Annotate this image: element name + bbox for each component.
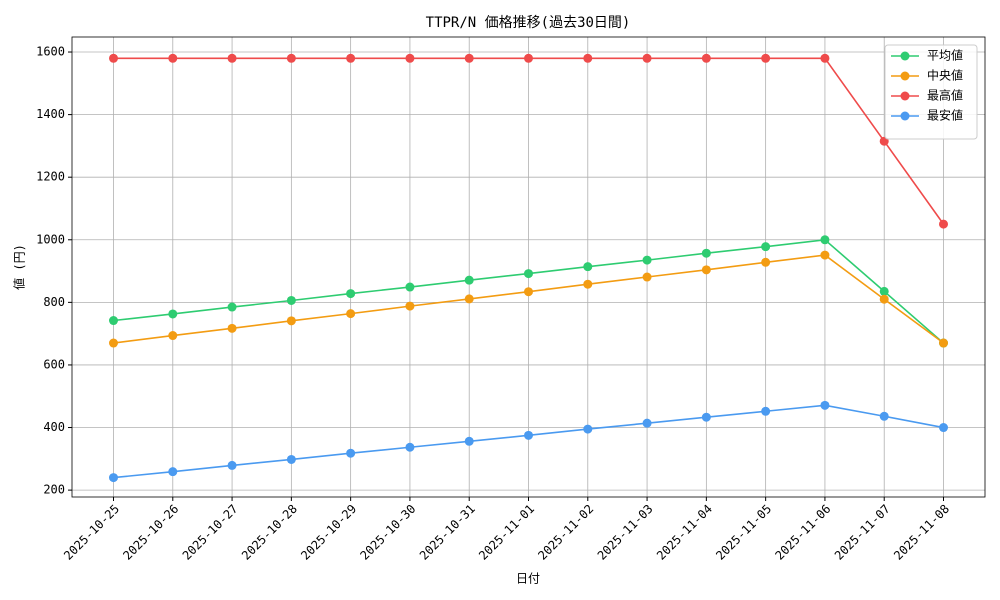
legend-label: 平均値: [927, 48, 963, 63]
legend-label: 最安値: [927, 108, 963, 123]
data-point: [879, 286, 889, 296]
data-point: [227, 53, 237, 63]
data-point: [168, 467, 178, 477]
data-point: [879, 411, 889, 421]
data-point: [109, 338, 118, 348]
data-point: [286, 53, 296, 63]
data-point: [346, 309, 356, 319]
data-point: [642, 53, 652, 63]
data-point: [701, 412, 711, 422]
data-point: [464, 53, 474, 63]
data-point: [168, 331, 178, 341]
data-point: [286, 316, 296, 326]
data-point: [405, 282, 415, 292]
y-tick-label: 1600: [36, 45, 65, 59]
y-tick-label: 1000: [36, 232, 65, 246]
x-axis-label: 日付: [516, 572, 540, 586]
legend-marker: [900, 111, 910, 121]
data-point: [464, 275, 474, 285]
data-point: [227, 302, 237, 312]
data-point: [879, 294, 889, 304]
data-point: [642, 418, 652, 428]
data-point: [405, 301, 415, 311]
legend-marker: [900, 71, 910, 81]
data-point: [346, 289, 356, 299]
data-point: [820, 400, 830, 410]
y-tick-label: 400: [43, 420, 65, 434]
data-point: [642, 255, 652, 265]
data-point: [286, 295, 296, 305]
plot-frame: [71, 36, 986, 498]
chart-title: TTPR/N 価格推移(過去30日間): [426, 15, 631, 31]
data-point: [227, 460, 237, 470]
data-point: [168, 53, 178, 63]
data-point: [701, 265, 711, 275]
data-point: [109, 53, 118, 63]
data-point: [464, 294, 474, 304]
y-tick-label: 1400: [36, 107, 65, 121]
data-point: [583, 424, 593, 434]
data-point: [346, 448, 356, 458]
legend-marker: [900, 91, 910, 101]
data-point: [761, 242, 771, 252]
data-point: [583, 279, 593, 289]
data-point: [642, 272, 652, 282]
data-point: [524, 269, 533, 279]
data-point: [168, 309, 178, 319]
data-point: [524, 53, 533, 63]
legend-label: 最高値: [927, 88, 963, 103]
data-point: [583, 53, 593, 63]
data-point: [109, 473, 118, 483]
data-point: [227, 323, 237, 333]
data-point: [524, 287, 533, 297]
data-point: [939, 423, 948, 433]
data-point: [286, 454, 296, 464]
data-point: [701, 248, 711, 258]
data-point: [524, 430, 533, 440]
data-point: [346, 53, 356, 63]
data-point: [405, 442, 415, 452]
y-tick-label: 800: [43, 295, 65, 309]
data-point: [109, 316, 118, 326]
legend-marker: [900, 51, 910, 61]
data-point: [761, 406, 771, 416]
y-tick-label: 1200: [36, 170, 65, 184]
data-point: [820, 235, 830, 245]
data-point: [820, 250, 830, 260]
data-point: [701, 53, 711, 63]
data-point: [939, 219, 948, 229]
y-tick-label: 600: [43, 357, 65, 371]
data-point: [405, 53, 415, 63]
legend-label: 中央値: [927, 68, 963, 83]
data-point: [761, 257, 771, 267]
data-point: [583, 262, 593, 272]
data-point: [820, 53, 830, 63]
y-axis-label: 値 (円): [12, 244, 27, 290]
data-point: [761, 53, 771, 63]
y-tick-label: 200: [43, 483, 65, 497]
data-point: [939, 338, 948, 348]
data-point: [464, 436, 474, 446]
